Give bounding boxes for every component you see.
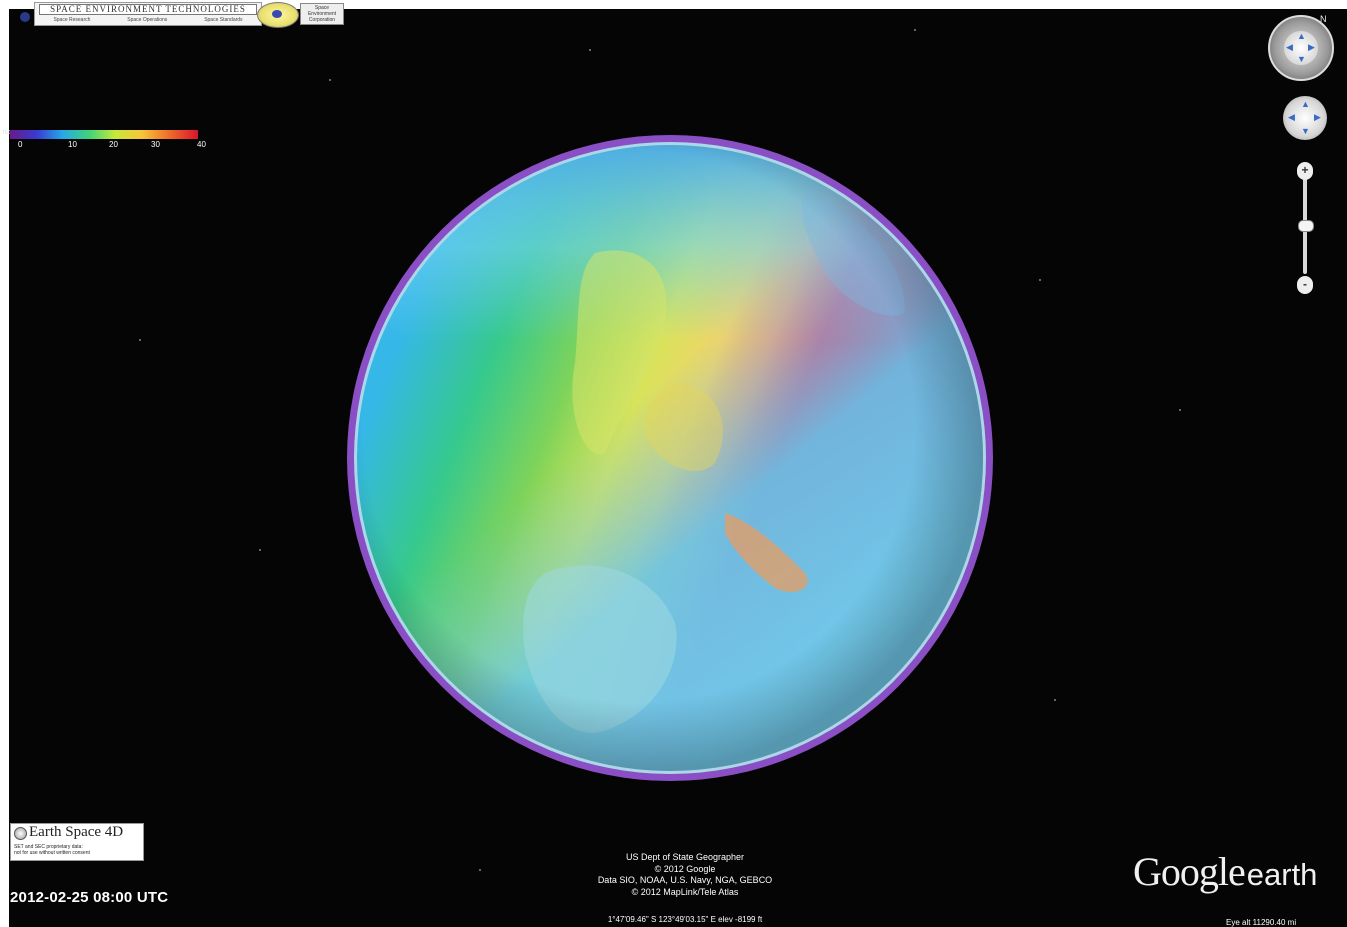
corp-line-3: Corporation	[308, 17, 336, 23]
earth-space-note-line-1: SET and SEC proprietary data:	[14, 844, 83, 850]
earth-space-note-line-2: not for use without written consent	[14, 850, 90, 856]
attribution-line-2: © 2012 Google	[654, 863, 716, 874]
set-logo-title: Space Environment Technologies	[39, 4, 257, 15]
nav-arrow-down-icon[interactable]: ▼	[1297, 54, 1306, 64]
set-globe-icon	[20, 12, 30, 22]
tec-color-legend: TEC 0 10 20 30 40	[2, 128, 212, 158]
legend-tick-40: 40	[197, 140, 206, 149]
set-link-research[interactable]: Space Research	[53, 17, 91, 23]
move-joystick[interactable]: ▲ ▼ ◀ ▶	[1283, 96, 1327, 140]
north-marker-icon[interactable]: N	[1320, 14, 1327, 24]
earth-space-4d-logo: Earth Space 4D SET and SEC proprietary d…	[10, 823, 144, 861]
earth-wordmark: earth	[1246, 857, 1318, 892]
google-wordmark: Google	[1133, 849, 1246, 894]
nav-ring-center[interactable]: ▲ ▼ ◀ ▶	[1284, 31, 1318, 65]
corp-line-2: Environment	[307, 11, 337, 17]
legend-tick-0: 0	[18, 140, 23, 149]
set-logo-banner[interactable]: Space Environment Technologies Space Res…	[10, 2, 346, 28]
zoom-slider[interactable]: + -	[1297, 150, 1314, 294]
nav-arrow-right-icon[interactable]: ▶	[1308, 42, 1315, 52]
legend-tick-20: 20	[109, 140, 118, 149]
zoom-out-button[interactable]: -	[1297, 276, 1313, 294]
zoom-in-button[interactable]: +	[1297, 162, 1313, 180]
sec-oval-logo	[257, 2, 299, 28]
set-logo-links: Space Research Space Operations Space St…	[35, 17, 261, 23]
attribution-line-1: US Dept of State Geographer	[625, 852, 745, 862]
earth-space-note: SET and SEC proprietary data: not for us…	[14, 844, 142, 856]
corp-line-1: Space	[314, 5, 330, 11]
globe-svg	[347, 135, 993, 781]
legend-tick-10: 10	[68, 140, 77, 149]
move-up-icon[interactable]: ▲	[1301, 99, 1310, 109]
attribution-line-3: Data SIO, NOAA, U.S. Navy, NGA, GEBCO	[597, 875, 773, 885]
eye-altitude: Eye alt 11290.40 mi	[1226, 918, 1297, 927]
earth-space-title: Earth Space 4D	[29, 824, 124, 840]
move-left-icon[interactable]: ◀	[1288, 112, 1295, 122]
legend-unit-label: TEC	[2, 130, 12, 136]
set-logo[interactable]: Space Environment Technologies Space Res…	[34, 2, 262, 26]
zoom-thumb[interactable]	[1298, 220, 1314, 232]
pointer-coordinates: 1°47'09.46" S 123°49'03.15" E elev -8199…	[607, 915, 763, 924]
nav-arrow-up-icon[interactable]: ▲	[1297, 31, 1306, 41]
earth-space-globe-icon	[14, 827, 27, 840]
timestamp: 2012-02-25 08:00 UTC	[10, 889, 169, 906]
legend-color-bar	[10, 130, 198, 139]
google-earth-logo: Googleearth	[1133, 848, 1317, 895]
data-attribution: US Dept of State Geographer © 2012 Googl…	[520, 852, 850, 898]
set-link-operations[interactable]: Space Operations	[127, 17, 168, 23]
attribution-line-4: © 2012 MapLink/Tele Atlas	[631, 886, 739, 897]
move-down-icon[interactable]: ▼	[1301, 126, 1310, 136]
nav-arrow-left-icon[interactable]: ◀	[1286, 42, 1293, 52]
set-link-standards[interactable]: Space Standards	[204, 17, 243, 23]
sec-corporation-logo: Space Environment Corporation	[300, 3, 344, 25]
legend-tick-30: 30	[151, 140, 160, 149]
navigation-look-ring[interactable]: ▲ ▼ ◀ ▶	[1268, 15, 1334, 81]
earth-globe[interactable]	[345, 133, 995, 783]
move-right-icon[interactable]: ▶	[1314, 112, 1321, 122]
